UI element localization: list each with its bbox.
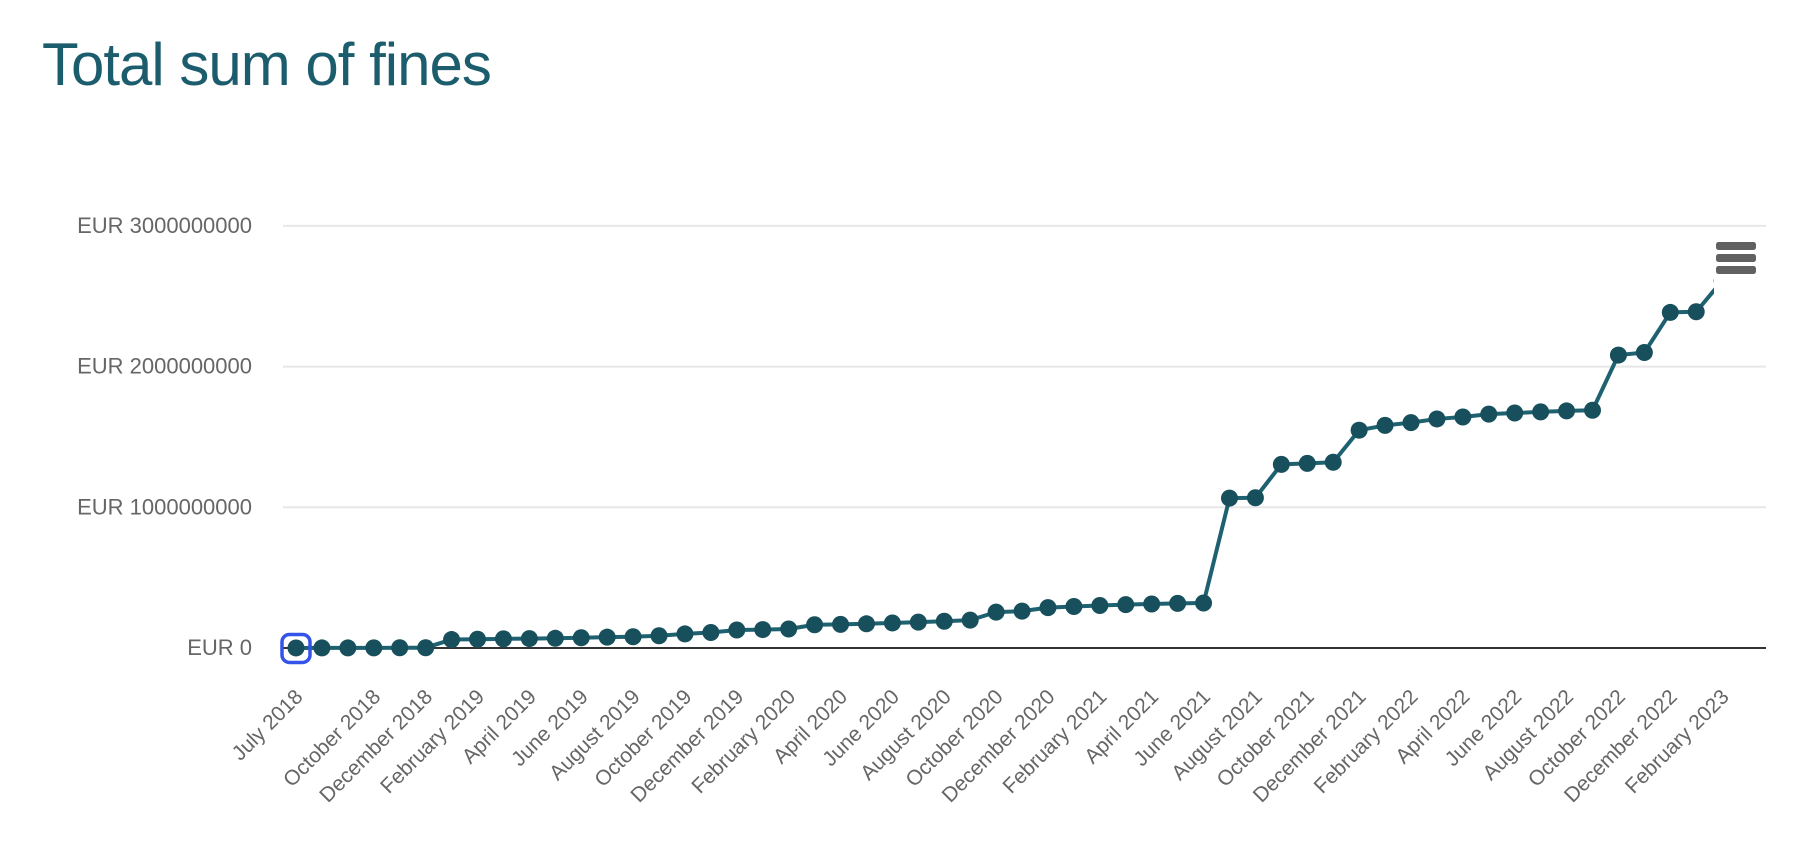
data-point-marker[interactable] [417,639,435,657]
y-gridlines [283,224,1766,509]
data-point-marker[interactable] [1143,595,1161,613]
data-point-marker[interactable] [624,628,642,646]
export-menu-button[interactable] [1712,239,1760,277]
data-point-marker[interactable] [469,630,487,648]
y-axis-labels: EUR 0 EUR 1000000000 EUR 2000000000 EUR 300… [77,213,252,660]
data-point-marker[interactable] [1298,454,1316,472]
series-line [295,287,1714,650]
data-point-marker[interactable] [806,616,824,634]
y-axis-label: EUR 3000000000 [77,213,252,238]
data-point-marker[interactable] [287,639,305,657]
data-point-marker[interactable] [313,639,331,657]
data-point-marker[interactable] [1609,346,1627,364]
data-point-marker[interactable] [702,624,720,642]
y-axis-label: EUR 2000000000 [77,354,252,379]
data-point-marker[interactable] [1065,597,1083,615]
data-point-marker[interactable] [883,614,901,632]
data-point-marker[interactable] [1428,410,1446,428]
data-point-marker[interactable] [1039,599,1057,617]
data-point-marker[interactable] [1324,453,1342,471]
hamburger-icon [1716,254,1756,262]
data-point-marker[interactable] [1635,344,1653,362]
data-point-marker[interactable] [391,639,409,657]
data-point-marker[interactable] [546,629,564,647]
data-point-marker[interactable] [728,621,746,639]
series-total-fines [287,272,1731,657]
data-point-marker[interactable] [1454,408,1472,426]
data-point-marker[interactable] [365,639,383,657]
data-point-marker[interactable] [1272,455,1290,473]
data-point-marker[interactable] [1532,403,1550,421]
data-point-marker[interactable] [1169,594,1187,612]
data-point-marker[interactable] [1480,405,1498,423]
focused-point-ring [280,632,312,665]
hamburger-icon [1716,266,1756,274]
data-point-marker[interactable] [1713,272,1731,289]
data-point-marker[interactable] [1117,596,1135,614]
y-axis-label: EUR 1000000000 [77,494,252,519]
data-point-marker[interactable] [598,628,616,646]
data-point-marker[interactable] [1091,597,1109,615]
data-point-marker[interactable] [520,630,538,648]
chart-title: Total sum of fines [42,31,492,98]
data-point-marker[interactable] [339,639,357,657]
data-point-marker[interactable] [443,631,461,649]
data-point-marker[interactable] [1195,594,1213,612]
data-point-marker[interactable] [987,603,1005,621]
data-point-marker[interactable] [935,612,953,630]
data-point-marker[interactable] [1350,421,1368,439]
data-point-marker[interactable] [1661,303,1679,321]
data-point-marker[interactable] [1246,489,1264,507]
data-point-marker[interactable] [676,625,694,643]
data-point-marker[interactable] [1584,401,1601,419]
data-point-marker[interactable] [1506,404,1524,422]
data-point-marker[interactable] [650,627,668,645]
data-point-marker[interactable] [754,621,772,639]
data-point-marker[interactable] [832,615,850,633]
hamburger-icon [1716,242,1756,250]
data-point-marker[interactable] [780,620,798,638]
data-point-marker[interactable] [909,613,927,631]
data-point-marker[interactable] [1220,489,1238,507]
x-axis-label: July 2018 [228,685,308,765]
data-point-marker[interactable] [1376,416,1394,434]
data-point-marker[interactable] [961,611,979,629]
data-point-marker[interactable] [857,615,875,633]
data-point-marker[interactable] [1558,402,1576,420]
data-point-marker[interactable] [572,629,590,647]
data-point-marker[interactable] [1402,414,1420,432]
data-point-marker[interactable] [494,630,512,648]
data-point-marker[interactable] [1687,303,1705,321]
data-point-marker[interactable] [1013,602,1031,620]
y-axis-label: EUR 0 [187,635,252,660]
